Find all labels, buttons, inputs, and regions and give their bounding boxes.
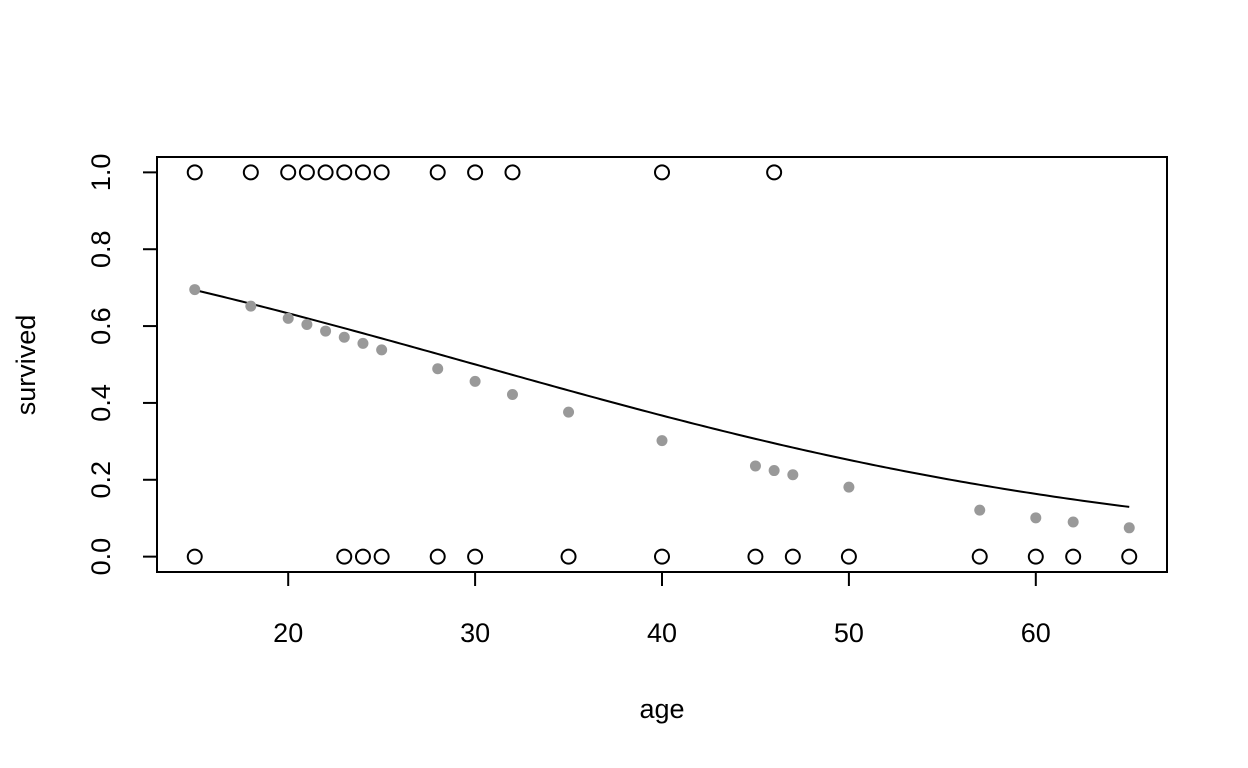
fitted-point [376, 344, 388, 356]
observed-point [242, 164, 259, 181]
observed-point [654, 164, 670, 181]
observed-point [298, 164, 315, 181]
observed-point [1065, 548, 1082, 565]
y-tick-label: 0.0 [86, 538, 116, 576]
observed-point [186, 548, 203, 565]
observed-point [1121, 548, 1138, 565]
fitted-point [787, 469, 799, 481]
fitted-point [656, 435, 668, 447]
x-axis: 20 30 40 50 60 [273, 571, 1051, 648]
observed-point [317, 164, 334, 181]
fitted-points-layer [189, 284, 1135, 534]
y-axis: 0.0 0.2 0.4 0.6 0.8 1.0 [86, 154, 158, 576]
fitted-point [189, 284, 201, 296]
y-tick-label: 1.0 [86, 154, 116, 192]
observed-point [467, 548, 484, 565]
fitted-point [469, 375, 481, 387]
observed-point [560, 548, 577, 565]
observed-point [373, 548, 390, 565]
fitted-point [843, 481, 855, 493]
plot-frame [156, 156, 1168, 573]
fitted-point [357, 337, 369, 349]
fitted-point [282, 312, 294, 324]
observed-point [429, 548, 446, 565]
x-tick-label: 40 [647, 618, 677, 648]
observed-point [766, 164, 783, 181]
x-tick-label: 20 [273, 618, 303, 648]
fitted-point [1030, 512, 1042, 524]
y-tick-label: 0.4 [86, 384, 116, 422]
observed-point [467, 164, 484, 181]
observed-point [354, 164, 371, 181]
observed-point [336, 548, 353, 565]
observed-point [654, 548, 670, 565]
x-axis-title: age [639, 694, 684, 724]
fitted-point [320, 325, 332, 337]
x-tick-label: 50 [834, 618, 864, 648]
fitted-point [974, 504, 986, 516]
observed-point [971, 548, 988, 565]
observed-point [280, 164, 297, 181]
fitted-curve-layer [194, 289, 1130, 508]
y-axis-title: survived [11, 315, 41, 416]
fitted-point [506, 388, 518, 400]
y-tick-label: 0.6 [86, 307, 116, 345]
fitted-curve-line [194, 289, 1130, 508]
observed-point [373, 164, 390, 181]
fitted-point [563, 406, 575, 418]
y-tick-label: 0.8 [86, 230, 116, 268]
fitted-point [768, 465, 780, 477]
fitted-point [245, 300, 257, 312]
observed-point [354, 548, 371, 565]
fitted-point [749, 460, 761, 472]
observed-point [336, 164, 353, 181]
observed-point [186, 164, 203, 181]
y-tick-label: 0.2 [86, 461, 116, 499]
observed-points-layer [186, 164, 1138, 565]
observed-point [784, 548, 801, 565]
observed-point [504, 164, 521, 181]
observed-point [747, 548, 764, 565]
observed-point [1027, 548, 1044, 565]
fitted-point [1123, 522, 1135, 534]
fitted-point [1067, 516, 1079, 528]
fitted-point [432, 363, 444, 375]
observed-point [840, 548, 857, 565]
fitted-point [301, 319, 313, 331]
observed-point [429, 164, 446, 181]
fitted-point [338, 331, 350, 343]
x-tick-label: 60 [1021, 618, 1051, 648]
x-tick-label: 30 [460, 618, 490, 648]
